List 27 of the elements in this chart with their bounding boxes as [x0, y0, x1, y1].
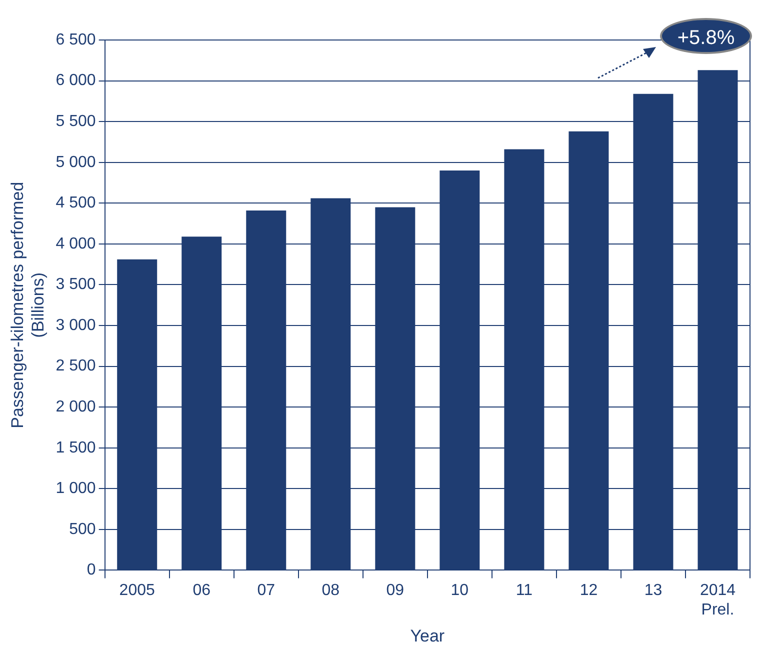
x-tick-label: 08 [322, 582, 340, 600]
x-tick-label: 2014 Prel. [700, 582, 736, 618]
y-tick-label: 500 [69, 520, 96, 538]
annotation: +5.8% [660, 18, 752, 54]
x-tick-label: 09 [386, 582, 404, 600]
y-tick-label: 2 500 [56, 358, 96, 375]
y-tick-label: 3 500 [56, 276, 96, 294]
y-tick-label: 2 000 [56, 398, 96, 416]
y-tick-label: 4 500 [56, 194, 96, 212]
y-tick-label: 6 000 [56, 72, 96, 90]
y-tick-label: 0 [86, 562, 96, 579]
x-tick-label: 06 [192, 582, 211, 600]
x-tick-label: 2005 [119, 582, 155, 600]
x-tick-label: 12 [580, 582, 598, 600]
y-tick-label: 3 000 [56, 316, 96, 334]
y-tick-label: 1 000 [56, 480, 96, 498]
x-tick-label: 07 [257, 582, 276, 600]
x-tick-label: 13 [644, 582, 662, 600]
x-axis-title: Year [410, 626, 445, 646]
y-axis-title: Passenger-kilometres performed (Billions) [8, 182, 48, 428]
y-tick-label: 6 500 [56, 31, 96, 48]
y-tick-label: 5 500 [56, 112, 96, 130]
x-tick-label: 10 [450, 582, 469, 600]
y-tick-label: 5 000 [56, 154, 96, 171]
x-tick-label: 11 [516, 582, 533, 600]
y-tick-label: 1 500 [56, 439, 96, 456]
y-tick-label: 4 000 [56, 235, 96, 252]
